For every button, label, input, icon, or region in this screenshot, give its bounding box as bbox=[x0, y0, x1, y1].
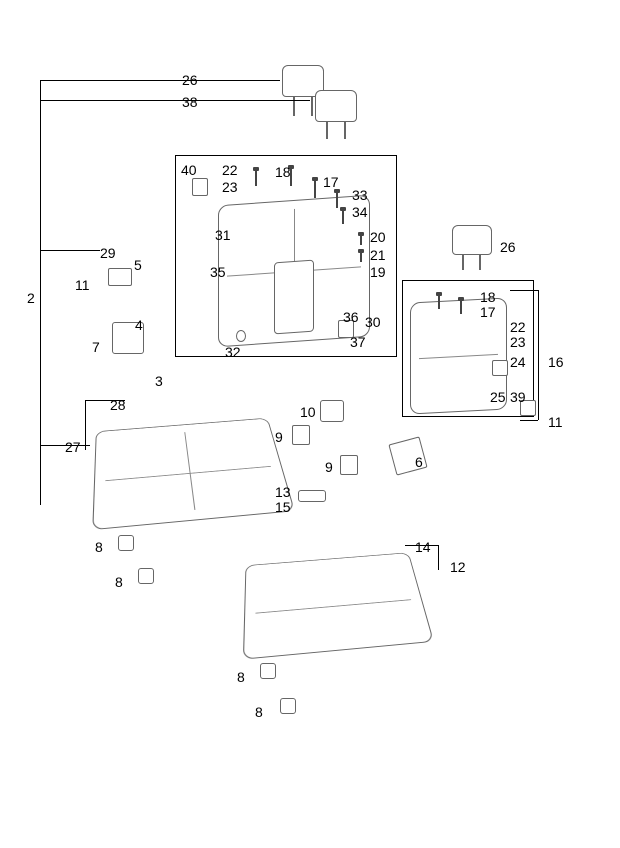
callout-7: 7 bbox=[92, 340, 100, 354]
callout-27: 27 bbox=[65, 440, 81, 454]
callout-17: 17 bbox=[323, 175, 339, 189]
headrest-2 bbox=[315, 90, 357, 122]
callout-8: 8 bbox=[95, 540, 103, 554]
leader bbox=[520, 420, 538, 421]
clip-8b bbox=[138, 568, 154, 584]
callout-12: 12 bbox=[450, 560, 466, 574]
callout-25: 25 bbox=[490, 390, 506, 404]
callout-17: 17 bbox=[480, 305, 496, 319]
bolt bbox=[336, 192, 338, 208]
callout-14: 14 bbox=[415, 540, 431, 554]
bolt bbox=[255, 170, 257, 186]
callout-4: 4 bbox=[135, 318, 143, 332]
plate-13-15 bbox=[298, 490, 326, 502]
leader bbox=[510, 290, 538, 291]
callout-10: 10 bbox=[300, 405, 316, 419]
bracket-9b bbox=[340, 455, 358, 475]
callout-9: 9 bbox=[325, 460, 333, 474]
clip-8a bbox=[118, 535, 134, 551]
bolt bbox=[360, 252, 362, 262]
callout-15: 15 bbox=[275, 500, 291, 514]
bolt bbox=[438, 295, 440, 309]
callout-22: 22 bbox=[222, 163, 238, 177]
hinge-40 bbox=[192, 178, 208, 196]
leader bbox=[85, 400, 86, 450]
callout-40: 40 bbox=[181, 163, 197, 177]
bolt bbox=[342, 210, 344, 224]
callout-18: 18 bbox=[275, 165, 291, 179]
callout-2: 2 bbox=[27, 291, 35, 305]
callout-37: 37 bbox=[350, 335, 366, 349]
bracket-5 bbox=[108, 268, 132, 286]
leader bbox=[40, 80, 280, 81]
leader bbox=[538, 290, 539, 420]
callout-6: 6 bbox=[415, 455, 423, 469]
callout-29: 29 bbox=[100, 246, 116, 260]
callout-39: 39 bbox=[510, 390, 526, 404]
clip-32 bbox=[236, 330, 246, 342]
leader bbox=[40, 100, 310, 101]
callout-23: 23 bbox=[222, 180, 238, 194]
parts-diagram-canvas: 2263829402223181733343135202119511473323… bbox=[0, 0, 620, 848]
leader bbox=[40, 80, 41, 505]
callout-9: 9 bbox=[275, 430, 283, 444]
callout-19: 19 bbox=[370, 265, 386, 279]
callout-24: 24 bbox=[510, 355, 526, 369]
callout-28: 28 bbox=[110, 398, 126, 412]
hinge-24 bbox=[492, 360, 508, 376]
callout-33: 33 bbox=[352, 188, 368, 202]
callout-30: 30 bbox=[365, 315, 381, 329]
callout-8: 8 bbox=[115, 575, 123, 589]
callout-20: 20 bbox=[370, 230, 386, 244]
callout-8: 8 bbox=[237, 670, 245, 684]
callout-26: 26 bbox=[500, 240, 516, 254]
callout-5: 5 bbox=[134, 258, 142, 272]
callout-38: 38 bbox=[182, 95, 198, 109]
bolt bbox=[360, 235, 362, 245]
callout-11: 11 bbox=[75, 278, 90, 292]
latch-10 bbox=[320, 400, 344, 422]
callout-26: 26 bbox=[182, 73, 198, 87]
callout-3: 3 bbox=[155, 374, 163, 388]
callout-18: 18 bbox=[480, 290, 496, 304]
callout-22: 22 bbox=[510, 320, 526, 334]
callout-16: 16 bbox=[548, 355, 564, 369]
callout-31: 31 bbox=[215, 228, 231, 242]
callout-32: 32 bbox=[225, 345, 241, 359]
callout-21: 21 bbox=[370, 248, 386, 262]
callout-11: 11 bbox=[548, 415, 563, 429]
clip-8d bbox=[280, 698, 296, 714]
cushion-left bbox=[92, 418, 295, 530]
leader bbox=[40, 250, 100, 251]
callout-23: 23 bbox=[510, 335, 526, 349]
bolt bbox=[314, 180, 316, 198]
callout-13: 13 bbox=[275, 485, 291, 499]
callout-8: 8 bbox=[255, 705, 263, 719]
leader bbox=[438, 545, 439, 570]
callout-36: 36 bbox=[343, 310, 359, 324]
bracket-9a bbox=[292, 425, 310, 445]
armrest-35 bbox=[274, 260, 314, 335]
clip-8c bbox=[260, 663, 276, 679]
callout-34: 34 bbox=[352, 205, 368, 219]
cushion-right bbox=[243, 552, 434, 659]
headrest-3 bbox=[452, 225, 492, 255]
callout-35: 35 bbox=[210, 265, 226, 279]
bolt bbox=[460, 300, 462, 314]
